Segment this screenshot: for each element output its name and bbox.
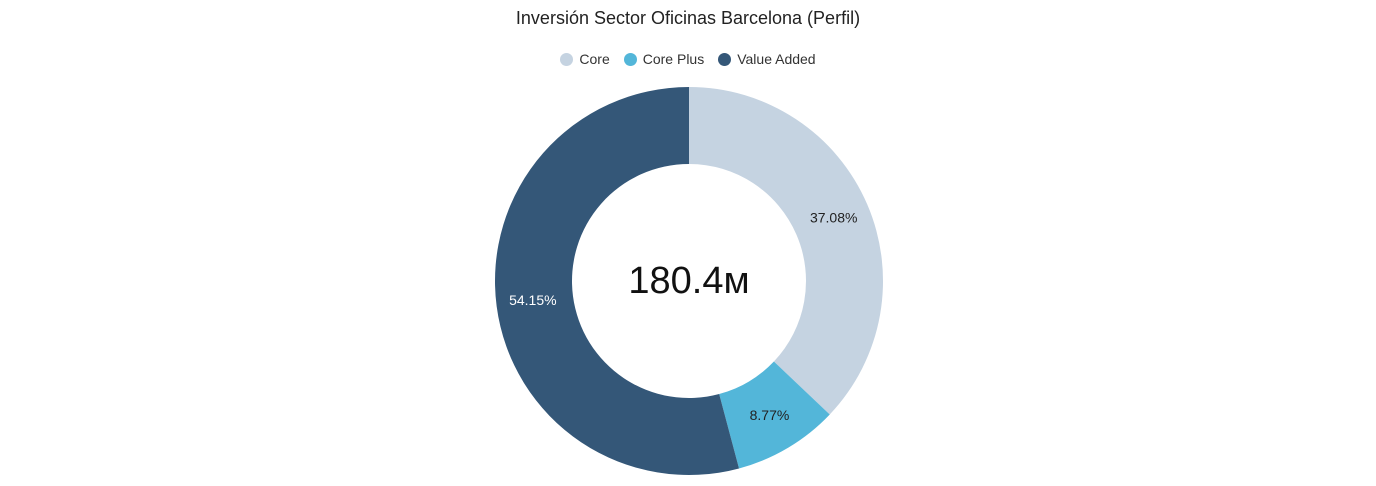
slice-label-core: 37.08% [810, 210, 857, 226]
legend-label-core-plus: Core Plus [642, 51, 705, 67]
legend: Core Core Plus Value Added [0, 51, 1376, 67]
legend-label-value-added: Value Added [737, 51, 816, 67]
legend-item-value-added[interactable]: Value Added [718, 51, 816, 67]
legend-swatch-core-plus [623, 52, 637, 66]
legend-swatch-core [560, 52, 574, 66]
slice-label-core-plus: 8.77% [750, 407, 790, 423]
slice-core-plus[interactable] [719, 361, 830, 469]
legend-item-core-plus[interactable]: Core Plus [623, 51, 705, 67]
center-total-label: 180.4м [628, 260, 749, 302]
slice-core[interactable] [689, 87, 883, 415]
legend-item-core[interactable]: Core [560, 51, 610, 67]
slice-value-added[interactable] [494, 87, 740, 476]
chart-title: Inversión Sector Oficinas Barcelona (Per… [515, 8, 861, 28]
legend-label-core: Core [579, 51, 610, 67]
legend-swatch-value-added [718, 52, 732, 66]
slice-label-value-added: 54.15% [509, 292, 556, 308]
